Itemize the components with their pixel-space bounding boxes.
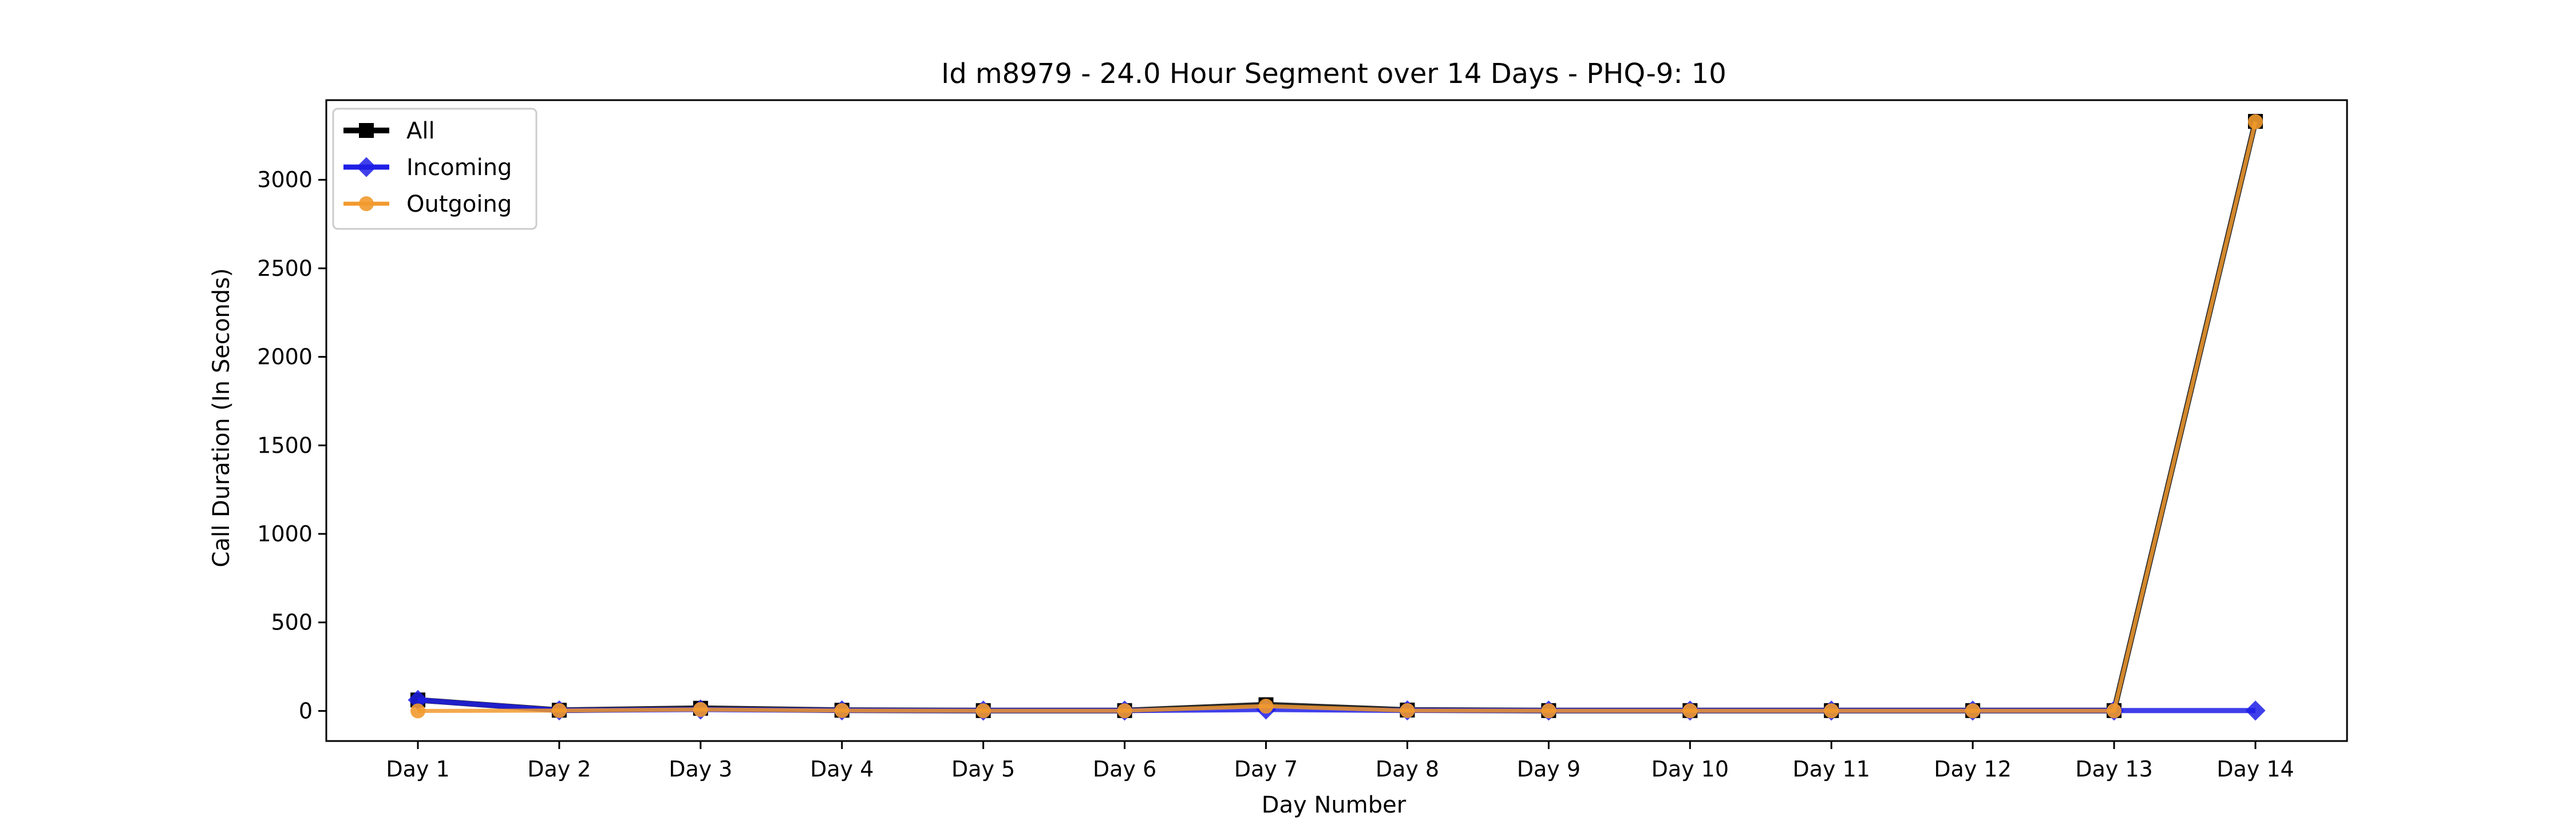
data-point-outgoing <box>834 703 850 718</box>
data-point-outgoing <box>1965 703 1981 719</box>
x-tick-label: Day 5 <box>951 756 1015 782</box>
y-tick-label: 500 <box>271 610 313 635</box>
y-tick-label: 1000 <box>257 521 313 546</box>
x-tick-label: Day 3 <box>669 756 732 782</box>
data-point-outgoing <box>2248 114 2263 129</box>
data-point-outgoing <box>975 703 991 719</box>
x-tick-label: Day 8 <box>1376 756 1439 782</box>
legend-label-incoming: Incoming <box>406 154 512 181</box>
x-tick-label: Day 11 <box>1792 756 1870 782</box>
legend-marker-outgoing <box>359 196 374 211</box>
x-tick-label: Day 12 <box>1934 756 2011 782</box>
chart-title: Id m8979 - 24.0 Hour Segment over 14 Day… <box>941 58 1726 90</box>
y-tick-label: 2500 <box>257 256 313 281</box>
x-tick-label: Day 10 <box>1652 756 1729 782</box>
plot-area: Day 1 Day 2 Day 3 Day 4 Day 5 Day 6 Day 7 Day 8… <box>257 99 2348 782</box>
legend-marker-incoming <box>356 157 377 177</box>
x-axis-label: Day Number <box>1262 792 1406 818</box>
legend-marker-all <box>359 123 374 138</box>
data-point-outgoing <box>1258 699 1274 714</box>
data-point-outgoing <box>410 703 425 719</box>
data-point-outgoing <box>1117 703 1132 719</box>
x-tick-label: Day 2 <box>527 756 591 782</box>
data-point-incoming <box>2245 700 2266 721</box>
legend-label-outgoing: Outgoing <box>406 191 512 217</box>
x-tick-label: Day 13 <box>2075 756 2152 782</box>
x-tick-label: Day 9 <box>1517 756 1581 782</box>
y-tick-label: 3000 <box>257 167 313 192</box>
x-tick-label: Day 1 <box>386 756 449 782</box>
series-line-outgoing <box>417 121 2258 713</box>
x-tick-label: Day 4 <box>810 756 874 782</box>
legend-box <box>332 108 538 230</box>
data-point-outgoing <box>1400 703 1415 718</box>
data-point-incoming <box>408 690 428 710</box>
x-tick-label: Day 7 <box>1234 756 1298 782</box>
data-point-outgoing <box>1682 703 1698 719</box>
data-point-outgoing <box>693 702 708 717</box>
y-tick-label: 1500 <box>257 433 313 458</box>
y-axis-label: Call Duration (In Seconds) <box>208 268 235 568</box>
data-point-outgoing <box>551 703 567 718</box>
legend: All Incoming Outgoing <box>332 108 538 230</box>
data-point-outgoing <box>2107 703 2122 719</box>
data-point-outgoing <box>1541 703 1556 719</box>
x-tick-label: Day 14 <box>2217 756 2294 782</box>
y-tick-label: 2000 <box>257 344 313 370</box>
x-tick-label: Day 6 <box>1093 756 1156 782</box>
y-tick-label: 0 <box>299 698 313 723</box>
legend-label-all: All <box>406 118 435 144</box>
data-point-outgoing <box>1824 703 1839 719</box>
plot-frame <box>325 99 2348 742</box>
